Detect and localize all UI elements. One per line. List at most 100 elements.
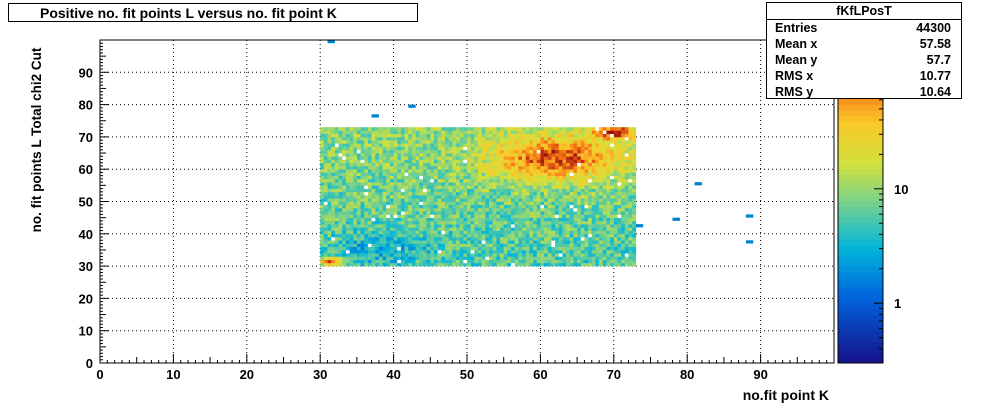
- heatmap-cell: [507, 198, 512, 202]
- heatmap-cell: [386, 143, 391, 147]
- heatmap-cell: [507, 185, 512, 189]
- heatmap-cell: [584, 136, 589, 141]
- heatmap-cell: [577, 156, 582, 160]
- heatmap-cell: [393, 159, 398, 164]
- heatmap-cell: [555, 211, 560, 215]
- heatmap-cell: [320, 188, 325, 193]
- heatmap-cell: [580, 262, 585, 267]
- heatmap-cell: [507, 182, 512, 186]
- heatmap-cell: [481, 207, 486, 212]
- heatmap-cell: [632, 237, 637, 241]
- heatmap-cell: [404, 240, 409, 244]
- heatmap-cell: [404, 140, 409, 144]
- heatmap-cell: [371, 185, 376, 189]
- heatmap-cell: [624, 185, 629, 189]
- heatmap-cell: [459, 185, 464, 189]
- heatmap-cell: [444, 259, 449, 264]
- heatmap-cell: [551, 143, 556, 147]
- heatmap-cell: [433, 182, 438, 186]
- heatmap-cell: [455, 127, 460, 131]
- heatmap-cell: [371, 136, 376, 141]
- heatmap-cell: [422, 172, 427, 176]
- heatmap-cell: [455, 233, 460, 238]
- heatmap-cell: [569, 127, 574, 131]
- heatmap-cell: [338, 153, 343, 157]
- heatmap-cell: [489, 246, 493, 251]
- palette-band: [838, 266, 883, 272]
- heatmap-cell: [349, 159, 354, 164]
- heatmap-cell: [404, 246, 409, 251]
- heatmap-cell: [522, 220, 527, 225]
- heatmap-cell: [415, 130, 420, 134]
- palette-band: [838, 303, 883, 310]
- heatmap-cell: [507, 188, 512, 193]
- heatmap-cell: [599, 198, 604, 202]
- heatmap-cell: [621, 188, 626, 193]
- heatmap-cell: [518, 143, 523, 147]
- heatmap-cell: [591, 224, 596, 228]
- heatmap-cell: [562, 262, 567, 267]
- isolated-bin: [635, 224, 644, 228]
- heatmap-cell: [547, 175, 552, 180]
- heatmap-cell: [463, 256, 468, 260]
- heatmap-cell: [444, 230, 449, 235]
- heatmap-cell: [496, 182, 501, 186]
- heatmap-cell: [448, 230, 453, 235]
- heatmap-cell: [474, 127, 479, 131]
- heatmap-cell: [529, 237, 534, 241]
- heatmap-cell: [393, 195, 398, 199]
- heatmap-cell: [580, 233, 585, 238]
- heatmap-cell: [463, 172, 468, 176]
- heatmap-cell: [408, 253, 413, 257]
- heatmap-cell: [331, 133, 336, 138]
- heatmap-cell: [411, 133, 416, 138]
- heatmap-cell: [536, 262, 541, 267]
- palette-band: [838, 126, 883, 133]
- heatmap-cell: [580, 165, 585, 170]
- heatmap-cell: [533, 195, 538, 199]
- heatmap-cell: [441, 207, 446, 212]
- heatmap-cell: [382, 246, 387, 251]
- heatmap-cell: [533, 237, 538, 241]
- heatmap-cell: [422, 162, 427, 167]
- heatmap-cell: [433, 195, 438, 199]
- heatmap-cell: [323, 136, 328, 141]
- heatmap-cell: [364, 211, 369, 215]
- heatmap-cell: [323, 178, 328, 183]
- heatmap-cell: [338, 159, 343, 164]
- heatmap-cell: [360, 230, 365, 235]
- heatmap-cell: [419, 159, 424, 164]
- heatmap-cell: [569, 211, 574, 215]
- heatmap-cell: [411, 198, 416, 202]
- heatmap-cell: [334, 256, 339, 260]
- palette-band: [838, 228, 883, 235]
- heatmap-cell: [573, 230, 578, 235]
- isolated-bin: [745, 240, 754, 244]
- stats-entries-value: 44300: [916, 21, 951, 35]
- heatmap-cell: [613, 198, 618, 202]
- heatmap-cell: [364, 220, 369, 225]
- heatmap-cell: [360, 191, 365, 196]
- heatmap-cell: [353, 198, 358, 202]
- heatmap-cell: [536, 198, 541, 202]
- heatmap-cell: [422, 182, 427, 186]
- heatmap-cell: [566, 214, 571, 218]
- heatmap-cell: [573, 214, 578, 218]
- heatmap-cell: [591, 243, 596, 248]
- heatmap-cell: [580, 195, 585, 199]
- heatmap-cell: [397, 146, 402, 151]
- heatmap-cell: [580, 217, 585, 222]
- heatmap-cell: [389, 207, 394, 212]
- heatmap-cell: [338, 246, 343, 251]
- heatmap-cell: [500, 140, 504, 144]
- heatmap-cell: [573, 227, 578, 231]
- heatmap-cell: [632, 259, 637, 264]
- heatmap-cell: [448, 198, 453, 202]
- heatmap-cell: [478, 214, 482, 218]
- heatmap-cell: [364, 256, 369, 260]
- heatmap-cell: [411, 153, 416, 157]
- heatmap-cell: [452, 246, 457, 251]
- heatmap-cell: [349, 178, 354, 183]
- heatmap-cell: [320, 143, 325, 147]
- heatmap-cell: [544, 169, 549, 173]
